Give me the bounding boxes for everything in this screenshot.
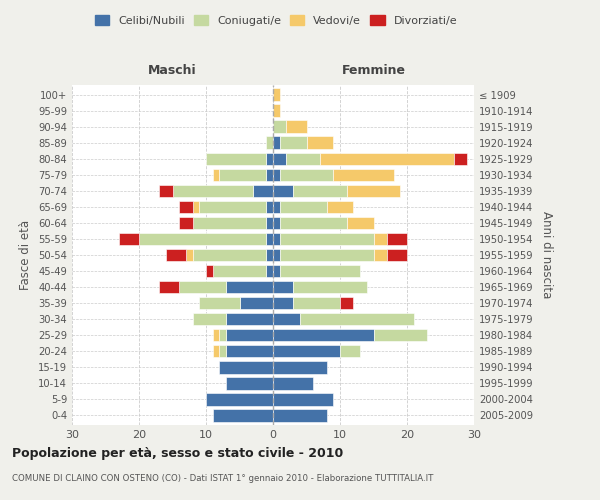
Bar <box>286 152 320 165</box>
Bar <box>166 248 186 262</box>
Bar <box>273 409 326 422</box>
Bar <box>220 168 266 181</box>
Bar <box>266 136 273 149</box>
Bar <box>280 168 334 181</box>
Bar <box>266 168 273 181</box>
Bar <box>226 313 273 326</box>
Bar <box>186 248 193 262</box>
Bar <box>266 152 273 165</box>
Bar <box>293 184 347 197</box>
Bar <box>273 88 280 101</box>
Bar <box>387 248 407 262</box>
Bar <box>286 120 307 133</box>
Bar <box>273 216 280 229</box>
Bar <box>213 329 220 342</box>
Bar <box>159 281 179 293</box>
Bar <box>387 232 407 245</box>
Bar <box>226 345 273 358</box>
Bar <box>220 361 273 374</box>
Bar <box>193 313 226 326</box>
Bar <box>280 265 360 278</box>
Bar <box>347 184 400 197</box>
Bar <box>373 232 387 245</box>
Bar <box>199 200 266 213</box>
Bar <box>280 136 307 149</box>
Bar <box>340 345 360 358</box>
Bar <box>226 281 273 293</box>
Bar <box>373 329 427 342</box>
Bar <box>280 232 373 245</box>
Bar <box>139 232 266 245</box>
Bar <box>119 232 139 245</box>
Bar <box>307 136 334 149</box>
Bar <box>273 361 326 374</box>
Bar <box>266 248 273 262</box>
Bar <box>193 216 266 229</box>
Bar <box>193 248 266 262</box>
Bar <box>273 265 280 278</box>
Bar <box>226 329 273 342</box>
Text: Popolazione per età, sesso e stato civile - 2010: Popolazione per età, sesso e stato civil… <box>12 448 343 460</box>
Bar <box>273 120 286 133</box>
Bar <box>334 168 394 181</box>
Bar <box>199 297 239 310</box>
Bar <box>273 329 373 342</box>
Bar <box>280 216 347 229</box>
Bar <box>454 152 467 165</box>
Bar <box>273 377 313 390</box>
Bar <box>206 393 273 406</box>
Bar <box>273 136 280 149</box>
Bar <box>273 281 293 293</box>
Bar <box>273 152 286 165</box>
Bar <box>253 184 273 197</box>
Bar <box>273 248 280 262</box>
Bar <box>373 248 387 262</box>
Bar <box>266 216 273 229</box>
Bar <box>206 265 212 278</box>
Bar <box>273 297 293 310</box>
Bar <box>293 297 340 310</box>
Legend: Celibi/Nubili, Coniugati/e, Vedovi/e, Divorziati/e: Celibi/Nubili, Coniugati/e, Vedovi/e, Di… <box>91 10 461 30</box>
Bar <box>173 184 253 197</box>
Bar <box>320 152 454 165</box>
Bar <box>193 200 199 213</box>
Bar <box>266 200 273 213</box>
Bar <box>179 216 193 229</box>
Bar <box>266 265 273 278</box>
Bar <box>220 345 226 358</box>
Bar <box>273 168 280 181</box>
Bar <box>273 393 334 406</box>
Text: COMUNE DI CLAINO CON OSTENO (CO) - Dati ISTAT 1° gennaio 2010 - Elaborazione TUT: COMUNE DI CLAINO CON OSTENO (CO) - Dati … <box>12 474 433 483</box>
Bar <box>326 200 353 213</box>
Bar <box>266 232 273 245</box>
Bar <box>220 329 226 342</box>
Bar <box>226 377 273 390</box>
Bar <box>206 152 266 165</box>
Text: Femmine: Femmine <box>341 64 406 77</box>
Bar <box>213 265 266 278</box>
Bar <box>212 409 273 422</box>
Bar <box>273 313 300 326</box>
Bar <box>213 168 220 181</box>
Bar <box>273 345 340 358</box>
Bar <box>239 297 273 310</box>
Bar <box>179 281 226 293</box>
Bar <box>280 200 326 213</box>
Bar <box>300 313 414 326</box>
Text: Maschi: Maschi <box>148 64 197 77</box>
Bar <box>273 232 280 245</box>
Bar <box>213 345 220 358</box>
Bar <box>179 200 193 213</box>
Bar <box>273 104 280 117</box>
Bar <box>340 297 353 310</box>
Bar <box>273 184 293 197</box>
Bar <box>347 216 373 229</box>
Bar <box>293 281 367 293</box>
Y-axis label: Anni di nascita: Anni di nascita <box>540 212 553 298</box>
Y-axis label: Fasce di età: Fasce di età <box>19 220 32 290</box>
Bar <box>280 248 373 262</box>
Bar <box>273 200 280 213</box>
Bar <box>159 184 173 197</box>
